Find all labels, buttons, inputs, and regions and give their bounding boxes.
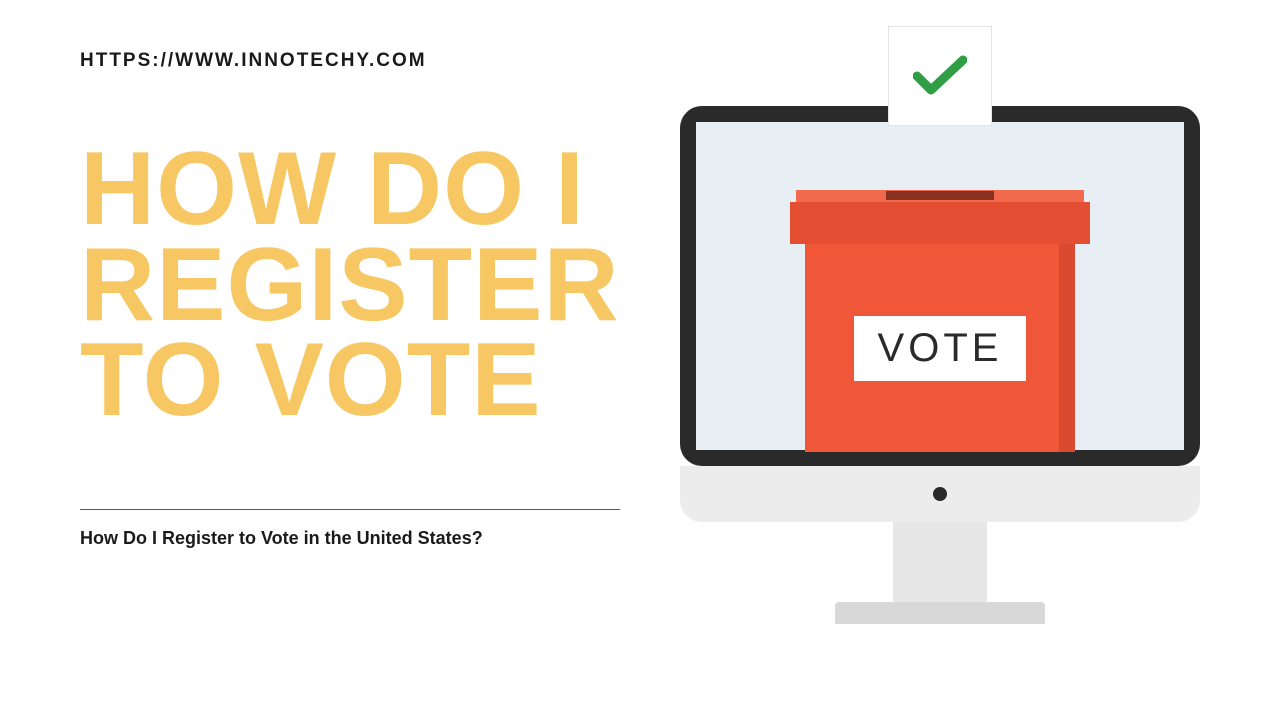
left-column: HTTPS://WWW.INNOTECHY.COM HOW DO I REGIS… bbox=[80, 50, 660, 680]
monitor-screen: VOTE bbox=[696, 122, 1184, 450]
ballot-slot bbox=[886, 191, 994, 200]
ballot-box: VOTE bbox=[805, 202, 1075, 452]
monitor-frame: VOTE bbox=[680, 106, 1200, 466]
source-url: HTTPS://WWW.INNOTECHY.COM bbox=[80, 50, 660, 72]
infographic-container: HTTPS://WWW.INNOTECHY.COM HOW DO I REGIS… bbox=[0, 0, 1280, 720]
monitor-camera bbox=[933, 487, 947, 501]
monitor-illustration: VOTE bbox=[680, 106, 1200, 624]
ballot-paper bbox=[888, 26, 992, 126]
vote-label: VOTE bbox=[854, 316, 1027, 381]
monitor-stand-base bbox=[835, 602, 1045, 624]
right-column: VOTE bbox=[660, 50, 1220, 680]
ballot-box-lid bbox=[790, 202, 1090, 244]
monitor-stand-neck bbox=[893, 522, 987, 602]
subtitle-text: How Do I Register to Vote in the United … bbox=[80, 528, 660, 549]
ballot-box-body: VOTE bbox=[805, 244, 1075, 452]
divider-line bbox=[80, 509, 620, 510]
checkmark-icon bbox=[913, 54, 967, 98]
ballot-box-shadow bbox=[1059, 244, 1075, 452]
monitor-chin bbox=[680, 466, 1200, 522]
main-headline: HOW DO I REGISTER TO VOTE bbox=[80, 142, 660, 429]
